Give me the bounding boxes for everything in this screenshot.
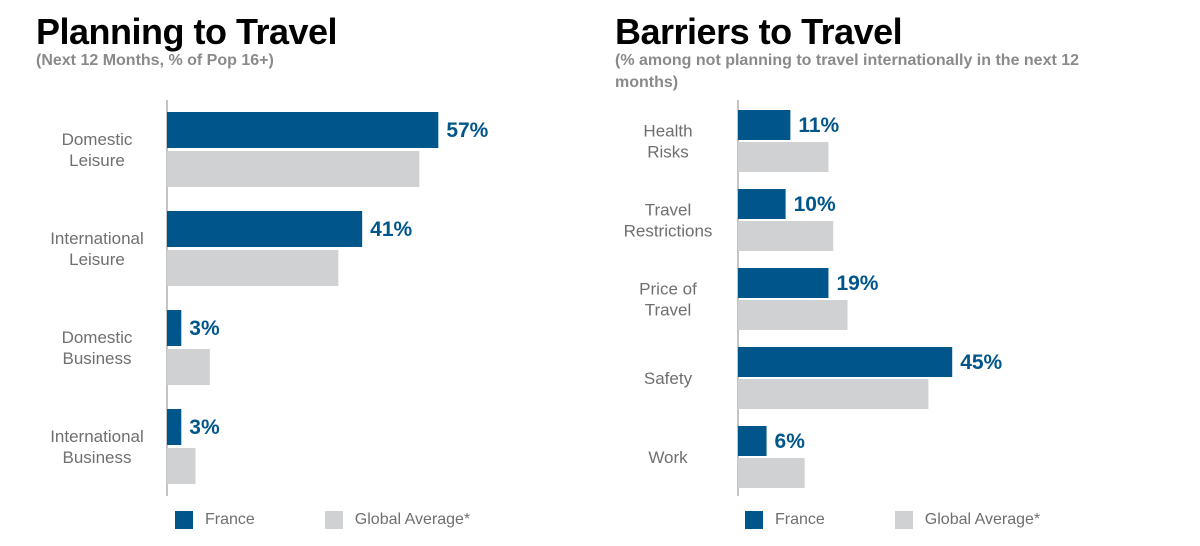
- category-label: Domestic Leisure: [62, 130, 133, 170]
- legend-label-global: Global Average*: [354, 511, 471, 528]
- value-label: 10%: [794, 193, 836, 216]
- bar-global-average: [738, 458, 805, 488]
- category-label: Health Risks: [643, 122, 692, 162]
- legend-item-france: France: [175, 511, 255, 529]
- chart-title: Barriers to Travel: [615, 11, 903, 52]
- chart-subtitle: (% among not planning to travel internat…: [615, 52, 1080, 91]
- bar-plot: 57% Domestic Leisure 41% International Leisur…: [50, 100, 489, 496]
- bar-france: [738, 110, 791, 140]
- category-label: International Business: [50, 427, 144, 467]
- category-label: International Leisure: [50, 229, 144, 269]
- category-label-line: Risks: [647, 143, 689, 162]
- bar-global-average: [738, 300, 848, 330]
- legend-item-global: Global Average*: [324, 511, 471, 529]
- category-label-line: Restrictions: [624, 222, 713, 241]
- barriers-to-travel-chart: Barriers to Travel (% among not planning…: [600, 0, 1200, 546]
- category-label-line: Travel: [645, 201, 692, 220]
- legend-swatch-global: [894, 511, 913, 529]
- legend-item-global: Global Average*: [894, 511, 1041, 529]
- category-label-line: International: [50, 427, 144, 446]
- category-label-line: Price of: [639, 280, 697, 299]
- legend-swatch-france: [175, 511, 193, 529]
- legend-label-global: Global Average*: [924, 511, 1041, 528]
- bar-france: [738, 426, 767, 456]
- category-label: Travel Restrictions: [624, 201, 713, 241]
- category-label-line: Travel: [645, 301, 692, 320]
- bar-france: [167, 409, 182, 445]
- legend: France Global Average*: [745, 511, 1110, 529]
- bar-france: [167, 211, 363, 247]
- bar-france: [167, 310, 182, 346]
- value-label: 3%: [189, 416, 220, 439]
- value-label: 3%: [189, 317, 220, 340]
- category-label: Domestic Business: [62, 328, 133, 368]
- category-label: Work: [648, 448, 688, 467]
- bar-france: [738, 268, 829, 298]
- value-label: 45%: [960, 351, 1002, 374]
- category-label-line: Leisure: [69, 250, 125, 269]
- bar-france: [738, 347, 953, 377]
- legend: France Global Average*: [175, 511, 540, 529]
- chart-title: Planning to Travel: [36, 11, 338, 52]
- category-label-line: Health: [643, 122, 692, 141]
- category-label-line: Business: [63, 349, 132, 368]
- bar-global-average: [167, 349, 210, 385]
- category-label-line: Safety: [644, 369, 693, 388]
- category-label-line: Domestic: [62, 130, 133, 149]
- bar-france: [738, 189, 786, 219]
- bar-france: [167, 112, 439, 148]
- bar-global-average: [738, 379, 929, 409]
- legend-swatch-global: [324, 511, 343, 529]
- value-label: 19%: [836, 272, 878, 295]
- category-label-line: Business: [63, 448, 132, 467]
- bar-global-average: [167, 250, 339, 286]
- legend-label-france: France: [775, 511, 825, 528]
- category-label-line: Domestic: [62, 328, 133, 347]
- bar-global-average: [738, 142, 829, 172]
- planning-to-travel-chart: Planning to Travel (Next 12 Months, % of…: [36, 11, 540, 529]
- bar-global-average: [167, 448, 196, 484]
- category-label-line: Work: [648, 448, 688, 467]
- value-label: 57%: [446, 119, 488, 142]
- bar-global-average: [738, 221, 834, 251]
- bar-plot: 11% Health Risks 10% Travel Restrictions 19% Pr…: [624, 100, 1003, 496]
- legend-label-france: France: [205, 511, 255, 528]
- category-label: Price of Travel: [639, 280, 697, 320]
- value-label: 6%: [775, 430, 806, 453]
- bar-global-average: [167, 151, 420, 187]
- category-label: Safety: [644, 369, 693, 388]
- chart-subtitle: (Next 12 Months, % of Pop 16+): [36, 52, 274, 69]
- value-label: 11%: [798, 114, 839, 137]
- category-label-line: Leisure: [69, 151, 125, 170]
- value-label: 41%: [370, 218, 412, 241]
- legend-item-france: France: [745, 511, 825, 529]
- legend-swatch-france: [745, 511, 763, 529]
- category-label-line: International: [50, 229, 144, 248]
